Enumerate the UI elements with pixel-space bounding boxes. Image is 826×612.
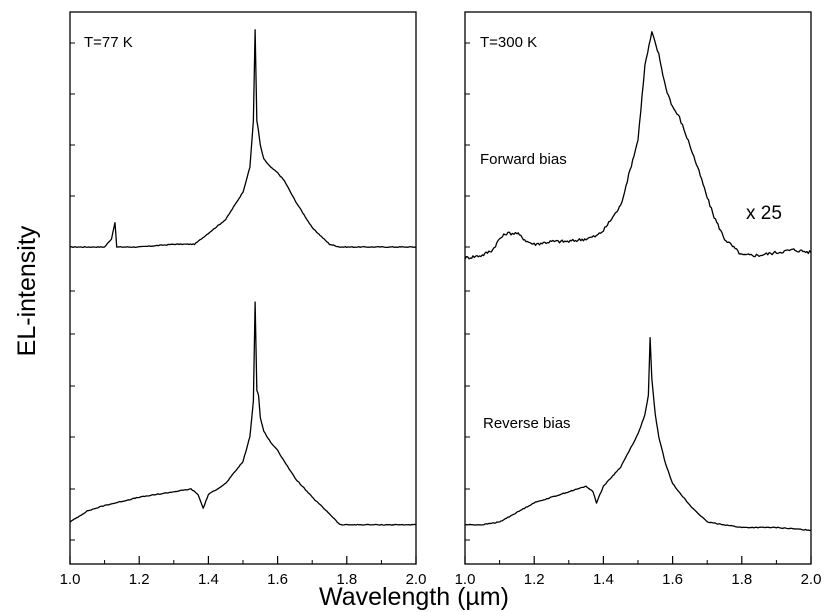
reverse-bias-label: Reverse bias [483,415,571,432]
x-tick-label-p1-1: 1.2 [524,571,545,588]
spectrum-curve-p0-s0 [69,29,417,249]
x-tick-label-p0-3: 1.6 [267,571,288,588]
left-panel-frame [69,11,417,565]
right-panel-frame [464,11,812,565]
scale-factor-label: x 25 [746,203,782,224]
spectrum-curve-p1-s1 [464,336,812,532]
x-axis-title: Wavelength (µm) [319,583,509,611]
panel-label-77k: T=77 K [84,34,133,51]
panel-label-300k: T=300 K [480,34,537,51]
axis-ticks: 1.0 1.2 1.4 1.6 1.8 2.0 1.0 1.2 1.4 1.6 1.8 2.0 [60,42,822,588]
x-tick-label-p1-2: 1.4 [593,571,614,588]
spectra-curves [69,29,812,532]
x-tick-label-p1-3: 1.6 [662,571,683,588]
spectrum-curve-p0-s1 [69,301,417,526]
x-tick-label-p1-0: 1.0 [455,571,476,588]
x-tick-label-p0-5: 2.0 [406,571,427,588]
x-tick-label-p0-1: 1.2 [129,571,150,588]
x-tick-label-p1-4: 1.8 [731,571,752,588]
x-tick-label-p1-5: 2.0 [801,571,822,588]
y-axis-title: EL-intensity [13,225,41,356]
x-tick-label-p0-4: 1.8 [336,571,357,588]
spectrum-curve-p1-s0 [464,31,812,260]
x-tick-label-p0-2: 1.4 [198,571,219,588]
x-tick-label-p0-0: 1.0 [60,571,81,588]
forward-bias-label: Forward bias [480,151,567,168]
